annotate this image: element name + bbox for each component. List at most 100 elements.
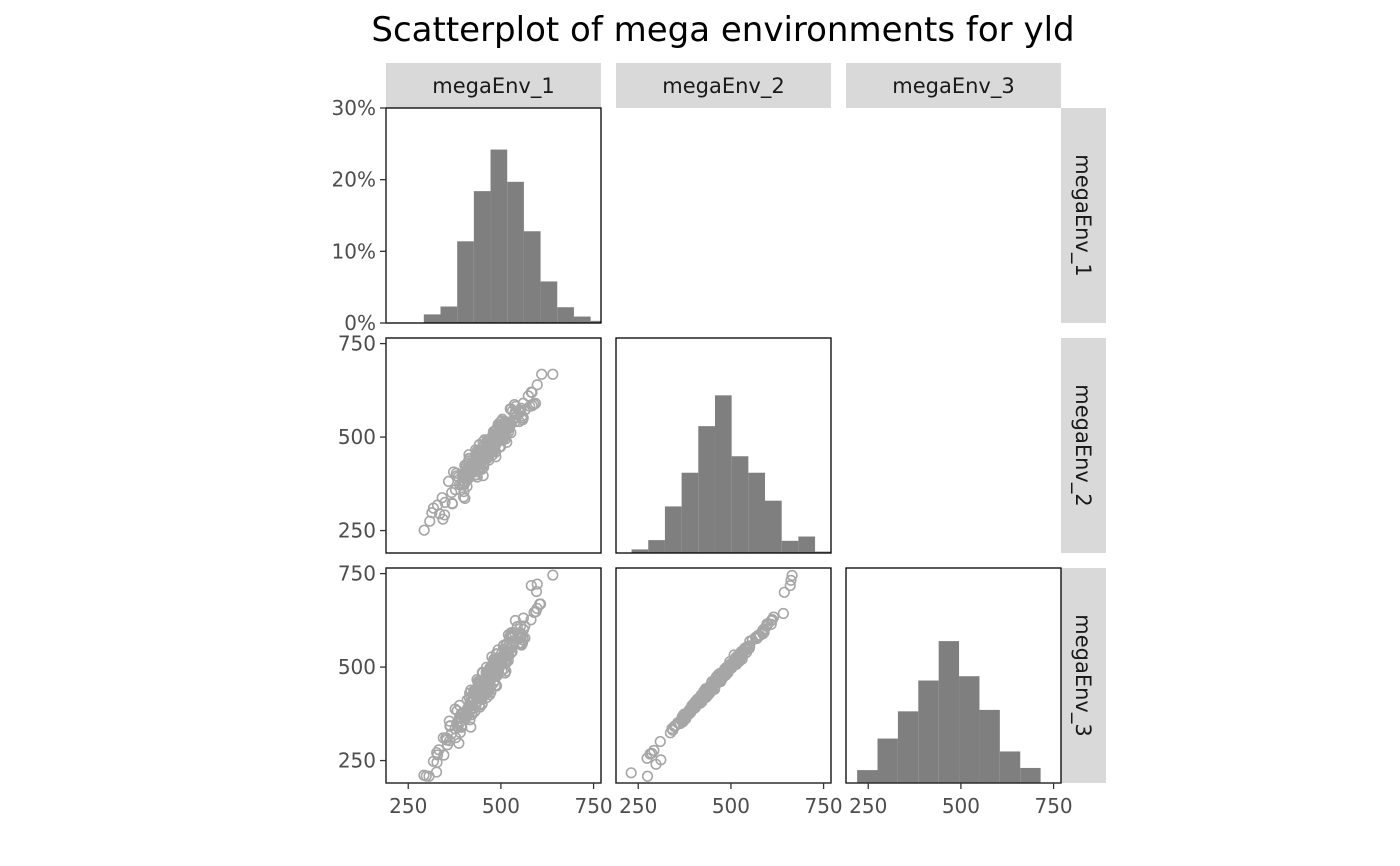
x-tick-label: 250: [389, 794, 427, 818]
histogram-bar: [979, 709, 1000, 783]
histogram-bar: [1020, 767, 1041, 783]
scatter-point: [490, 446, 502, 458]
scatter-point: [530, 585, 543, 598]
scatter-point: [547, 569, 559, 581]
scatter-point: [424, 515, 436, 527]
axes: 0% 10% 20% 30% 250 500 750 250 500 750 250 500 750 25…: [332, 96, 1073, 818]
x-tick-label: 750: [1034, 794, 1072, 818]
scatter-point: [491, 423, 503, 435]
scatter-point: [668, 720, 680, 732]
histogram-bar: [748, 472, 766, 553]
scatter-point: [506, 415, 519, 427]
scatter-point: [472, 678, 484, 690]
x-tick-label: 250: [849, 794, 887, 818]
x-tick-label: 500: [712, 794, 750, 818]
scatter-point: [504, 421, 516, 433]
column-strip-3: [846, 63, 1061, 108]
histogram-bar: [857, 770, 878, 783]
histogram-bar: [897, 711, 919, 783]
scatter-point: [648, 744, 660, 757]
scatter-point: [536, 368, 548, 380]
histogram-bar: [490, 149, 508, 323]
scatter-point: [749, 631, 762, 644]
column-strip-label-2: megaEnv_2: [662, 74, 784, 99]
scatter-point: [463, 449, 475, 461]
scatter-point: [431, 749, 444, 761]
scatter-point: [625, 767, 637, 779]
scatter-point: [683, 706, 695, 718]
y-tick-label: 500: [338, 425, 376, 449]
scatter-point: [442, 475, 455, 488]
scatter-point: [655, 754, 667, 766]
scatter-point: [677, 714, 689, 727]
histogram-bar: [959, 676, 980, 783]
y-tick-label: 10%: [332, 239, 376, 263]
histogram-bar: [590, 320, 601, 323]
row-strips: megaEnv_1 megaEnv_2 megaEnv_3: [1061, 108, 1106, 783]
histogram-bar: [664, 506, 682, 553]
histogram-bar: [798, 536, 816, 553]
scatter-point: [479, 681, 491, 693]
histogram-megaEnv_1: [385, 107, 602, 324]
column-strip-label-3: megaEnv_3: [892, 74, 1014, 99]
scatter-point: [459, 476, 471, 488]
scatter-point: [465, 721, 477, 733]
scatter-point: [467, 463, 479, 475]
scatter-megaEnv_1-vs-megaEnv_2: [385, 337, 602, 554]
histogram-bar: [815, 551, 831, 553]
histogram-bar: [731, 456, 749, 553]
scatter-point: [751, 630, 763, 642]
scatter-point: [440, 732, 452, 744]
histogram-bar: [714, 395, 732, 553]
scatter-point: [459, 492, 471, 505]
scatter-point: [695, 692, 707, 705]
scatter-point: [431, 499, 444, 511]
scatter-point: [484, 664, 496, 676]
y-tick-label: 20%: [332, 168, 376, 192]
scatter-point: [477, 449, 489, 461]
scatter-point: [451, 720, 463, 732]
histogram-megaEnv_2: [615, 337, 832, 554]
histogram-bar: [573, 316, 591, 323]
scatter-point: [490, 680, 503, 692]
y-tick-label: 250: [338, 519, 376, 543]
scatter-point: [446, 497, 458, 509]
scatter-point: [476, 453, 488, 465]
histogram-bar: [918, 680, 939, 783]
histogram-bar: [507, 181, 524, 323]
scatter-point: [464, 700, 476, 713]
scatter-point: [531, 578, 543, 590]
scatter-point: [525, 614, 537, 626]
scatter-point: [526, 386, 538, 399]
scatter-point: [457, 491, 470, 503]
x-tick-label: 750: [574, 794, 612, 818]
scatter-point: [446, 486, 458, 499]
scatter-point: [646, 747, 658, 759]
scatter-point: [698, 685, 710, 698]
scatter-point: [519, 632, 531, 644]
scatter-point: [731, 653, 744, 665]
scatter-point: [525, 579, 537, 592]
y-tick-label: 750: [338, 332, 376, 356]
scatter-point: [418, 524, 430, 536]
scatter-point: [494, 653, 506, 665]
histogram-bar: [681, 472, 699, 553]
panel-frame: [615, 337, 832, 554]
scatter-point: [505, 427, 517, 439]
scatter-point: [715, 672, 727, 684]
histogram-bar: [765, 500, 782, 553]
scatter-point: [466, 708, 478, 721]
panels: [385, 107, 1062, 784]
scatter-point: [450, 467, 463, 479]
scatter-point: [458, 710, 471, 722]
histogram-bar: [648, 540, 665, 553]
scatter-point: [778, 586, 790, 598]
histogram-bar: [938, 641, 960, 783]
scatter-point: [528, 398, 540, 410]
scatter-point: [517, 612, 530, 624]
row-strip-label-3: megaEnv_3: [1070, 614, 1095, 736]
histogram-bar: [698, 426, 715, 553]
histogram-bar: [540, 281, 558, 323]
histogram-bar: [781, 540, 799, 553]
